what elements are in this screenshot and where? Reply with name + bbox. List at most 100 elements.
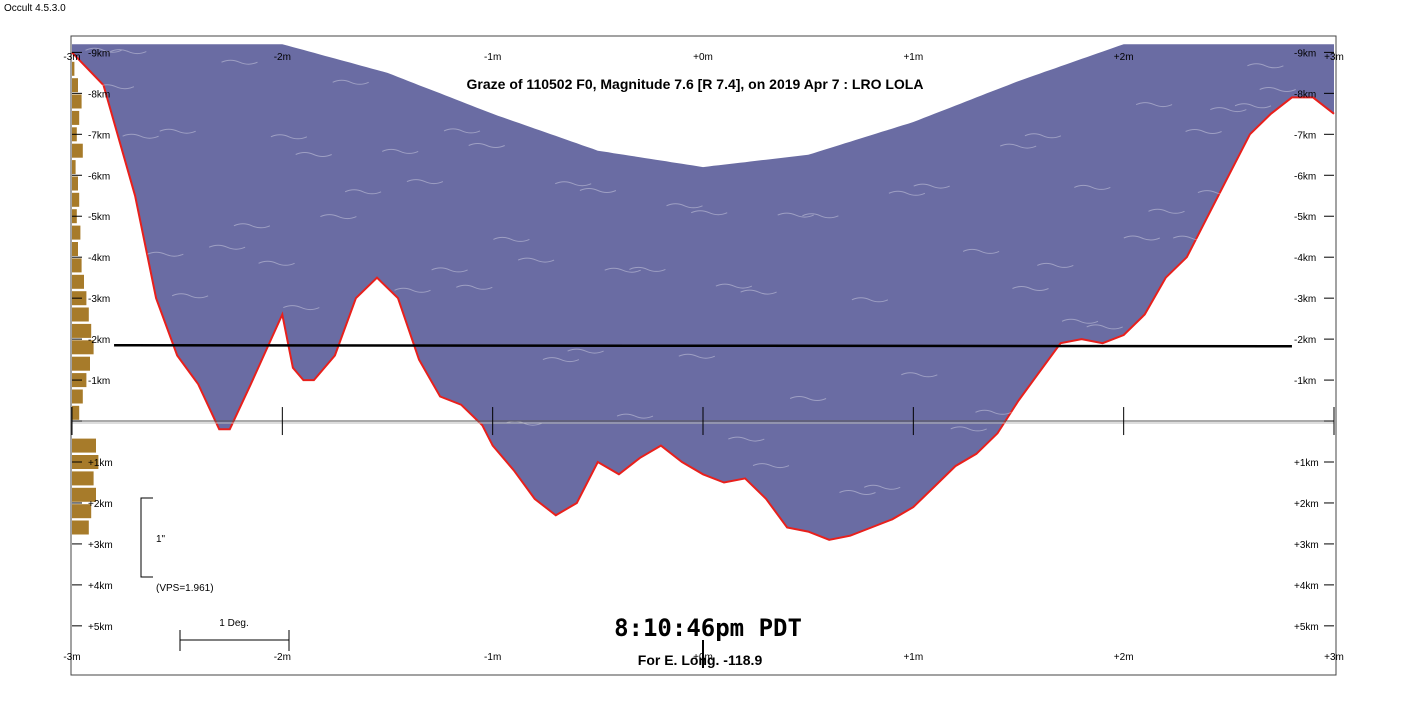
hatch-line — [456, 284, 493, 290]
arcsec-scale-bar — [140, 497, 153, 578]
hatch-line — [283, 305, 320, 311]
x-tick-label-bottom: +3m — [1324, 652, 1344, 663]
hatch-line — [1012, 286, 1049, 291]
observer-path-line — [114, 344, 1292, 348]
x-tick-label-bottom: +1m — [903, 652, 923, 663]
hatch-line — [975, 409, 1012, 415]
histogram-bar — [72, 487, 96, 502]
hatch-line — [1074, 184, 1111, 190]
y-tick-label-right: -7km — [1294, 130, 1316, 141]
hatch-line — [171, 293, 209, 299]
y-tick-label-left: -2km — [88, 335, 110, 346]
hatch-line — [258, 260, 295, 266]
hatch-line — [1247, 63, 1284, 69]
hatch-line — [789, 396, 827, 401]
hatch-line — [1148, 208, 1185, 214]
hatch-line — [567, 348, 604, 354]
y-tick-label-right: +5km — [1294, 622, 1319, 633]
x-tick-label-bottom: -3m — [63, 652, 80, 663]
y-tick-label-left: -4km — [88, 253, 110, 264]
histogram-bar — [72, 356, 90, 371]
hatch-line — [270, 134, 308, 140]
arcsec-scale: 1" (VPS=1.961) — [140, 497, 214, 594]
hatch-line — [295, 152, 332, 157]
chart-title: Graze of 110502 F0, Magnitude 7.6 [R 7.4… — [467, 76, 924, 92]
y-tick-label-left: -3km — [88, 294, 110, 305]
x-tick-label-top: -3m — [63, 52, 80, 63]
y-tick-label-left: -5km — [88, 212, 110, 223]
histogram-bar — [72, 307, 89, 322]
hatch-line — [1086, 324, 1123, 330]
histogram-bar — [72, 143, 83, 158]
histogram — [72, 61, 99, 535]
hatch-line — [344, 189, 382, 195]
histogram-bar — [72, 192, 80, 207]
hatch-line — [517, 257, 555, 263]
arcsec-label: 1" — [156, 534, 166, 545]
hatch-line — [332, 79, 369, 85]
x-tick-label-top: +0m — [693, 52, 713, 63]
y-tick-label-left: -8km — [88, 89, 110, 100]
y-tick-label-right: -8km — [1294, 89, 1316, 100]
histogram-bar — [72, 110, 80, 125]
hatch-line — [147, 251, 184, 257]
hatch-line — [97, 84, 135, 90]
x-tick-label-bottom: -2m — [274, 652, 291, 663]
axes: -9km -9km -8km -8km -7km -7km -6km -6km -5km -5km… — [63, 48, 1344, 668]
histogram-bar — [72, 78, 78, 93]
x-tick-label-top: -2m — [274, 52, 291, 63]
hatch-line — [443, 128, 481, 134]
degree-scale: 1 Deg. — [179, 618, 290, 651]
hatch-line — [752, 463, 790, 469]
hatch-line — [999, 143, 1037, 149]
histogram-bar — [72, 94, 82, 109]
y-tick-label-left: +4km — [88, 581, 113, 592]
y-tick-label-right: +1km — [1294, 458, 1319, 469]
histogram-bar — [72, 61, 75, 76]
degree-scale-label: 1 Deg. — [219, 618, 248, 629]
y-tick-label-left: +3km — [88, 540, 113, 551]
y-tick-label-right: -3km — [1294, 294, 1316, 305]
hatch-line — [802, 213, 839, 219]
histogram-bar — [72, 225, 81, 240]
hatch-line — [690, 210, 728, 216]
hatch-line — [863, 484, 901, 490]
x-tick-label-bottom: +2m — [1114, 652, 1134, 663]
hatch-line — [604, 267, 641, 273]
limb-hatching — [85, 47, 1296, 495]
hatch-line — [1210, 107, 1247, 113]
hatch-line — [1024, 133, 1062, 139]
y-tick-label-right: -6km — [1294, 171, 1316, 182]
hatch-line — [468, 143, 505, 148]
hatch-line — [1185, 129, 1222, 134]
x-tick-label-top: -1m — [484, 52, 501, 63]
y-tick-label-left: -6km — [88, 171, 110, 182]
event-time: 8:10:46pm PDT — [614, 614, 802, 642]
histogram-bar — [72, 438, 96, 453]
hatch-line — [1172, 235, 1210, 241]
hatch-line — [122, 133, 159, 139]
hatch-line — [493, 236, 530, 242]
y-tick-label-left: +1km — [88, 458, 113, 469]
y-tick-label-right: -2km — [1294, 335, 1316, 346]
hatch-line — [888, 190, 926, 196]
hatch-line — [159, 128, 196, 134]
hatch-line — [1259, 87, 1296, 92]
histogram-bar — [72, 176, 78, 191]
histogram-bar — [72, 274, 84, 289]
x-tick-label-top: +1m — [903, 52, 923, 63]
hatch-line — [233, 223, 271, 229]
y-tick-label-right: +4km — [1294, 581, 1319, 592]
hatch-line — [777, 212, 814, 218]
limb-line — [71, 51, 1335, 541]
hatch-line — [616, 413, 654, 419]
y-tick-label-right: -9km — [1294, 48, 1316, 59]
hatch-line — [221, 59, 258, 65]
x-tick-label-top: +2m — [1114, 52, 1134, 63]
hatch-line — [851, 297, 889, 303]
hatch-line — [554, 181, 592, 187]
hatch-line — [1234, 103, 1272, 109]
y-tick-label-right: -1km — [1294, 376, 1316, 387]
hatch-line — [542, 357, 580, 363]
